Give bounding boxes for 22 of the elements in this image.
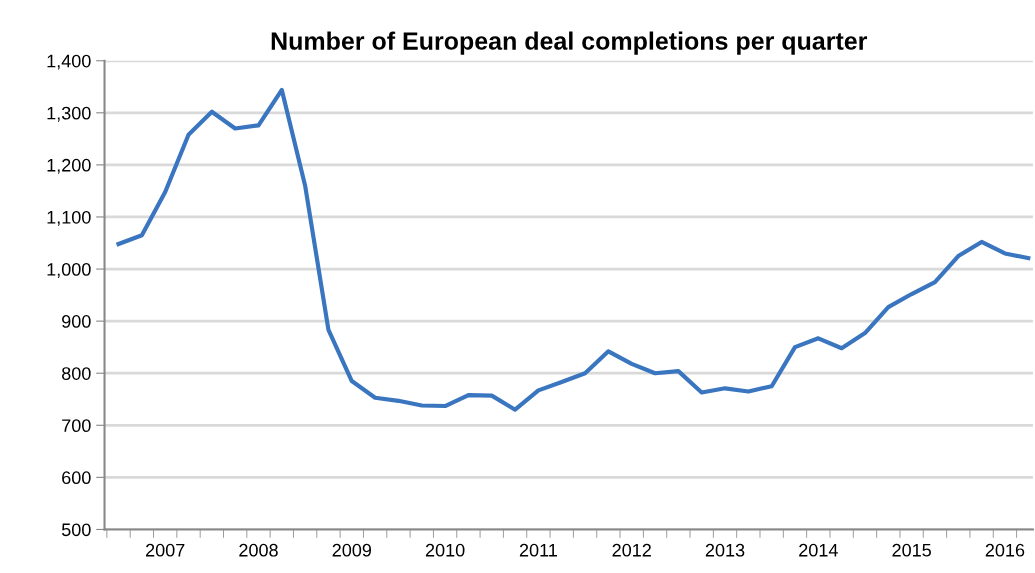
x-tick-label: 2016	[985, 543, 1025, 557]
y-tick-label: 1,000	[47, 262, 91, 278]
x-tick-label: 2010	[425, 543, 465, 557]
y-tick-label: 1,300	[47, 106, 91, 122]
y-tick-label: 900	[62, 315, 91, 328]
line-series	[116, 87, 1031, 412]
x-tick-label: 2015	[892, 543, 931, 557]
x-tick-label: 2013	[705, 543, 745, 557]
y-tick-label: 800	[62, 367, 91, 380]
x-tick-label: 2007	[146, 543, 185, 557]
y-tick-label: 1,200	[47, 158, 91, 174]
x-tick-label: 2011	[519, 543, 557, 557]
y-tick-label: 1,400	[47, 54, 91, 70]
chart-title: Number of European deal completions per quarter	[271, 31, 868, 55]
x-tick-label: 2014	[799, 543, 838, 557]
y-tick-label: 1,100	[47, 210, 91, 226]
x-tick-label: 2008	[239, 543, 278, 557]
y-tick-label: 700	[62, 419, 91, 433]
x-tick-label: 2012	[612, 543, 651, 557]
x-tick-label: 2009	[332, 543, 372, 557]
y-tick-label: 600	[62, 471, 91, 485]
y-tick-label: 500	[61, 523, 91, 537]
